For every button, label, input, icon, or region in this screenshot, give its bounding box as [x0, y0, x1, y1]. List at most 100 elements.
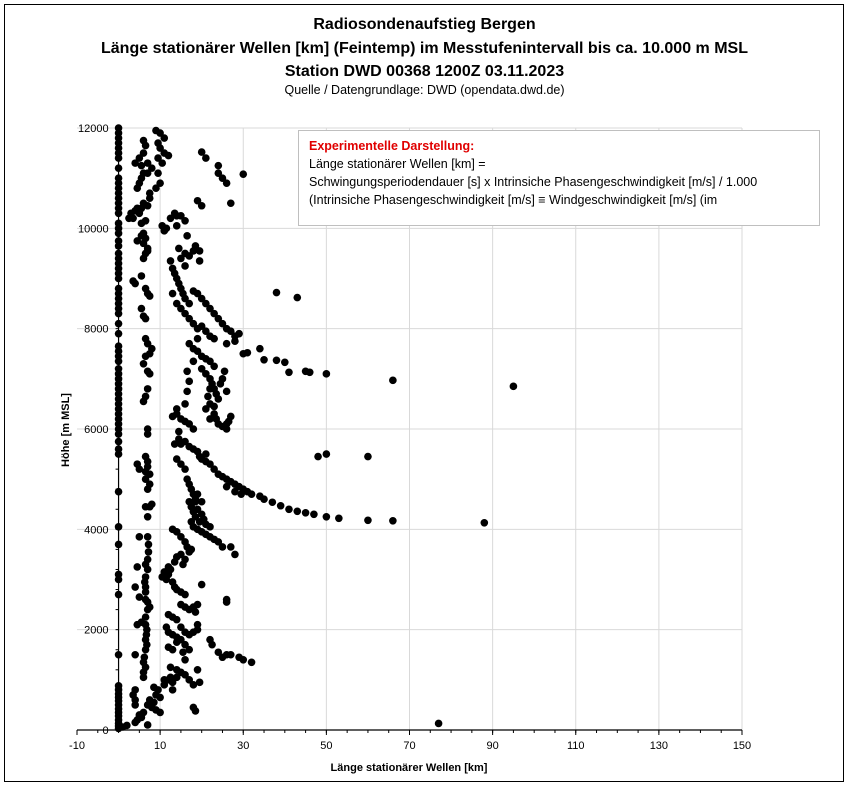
- data-point: [177, 211, 185, 220]
- data-point: [210, 334, 218, 343]
- data-point: [172, 405, 181, 413]
- data-point: [177, 533, 185, 541]
- data-point: [293, 293, 302, 302]
- data-point: [143, 169, 152, 177]
- data-point: [137, 304, 146, 313]
- data-point: [202, 299, 210, 308]
- data-point: [218, 543, 227, 551]
- data-point: [193, 490, 202, 499]
- data-point: [150, 698, 158, 707]
- data-point: [148, 164, 156, 172]
- data-point: [164, 151, 173, 160]
- data-point: [202, 154, 210, 162]
- data-point: [133, 460, 142, 468]
- data-point: [301, 367, 310, 376]
- data-point: [214, 169, 223, 177]
- chart-title-line-3: Station DWD 00368 1200Z 03.11.2023: [284, 63, 565, 80]
- data-point: [141, 452, 150, 461]
- y-tick-label: 4000: [84, 524, 108, 536]
- data-point: [172, 528, 181, 536]
- data-point: [168, 289, 177, 298]
- data-point: [181, 555, 189, 564]
- data-point: [181, 294, 189, 303]
- data-point: [256, 344, 264, 353]
- data-point: [239, 349, 248, 358]
- data-point: [145, 292, 154, 300]
- data-point: [247, 658, 256, 667]
- data-point: [222, 179, 231, 187]
- data-point: [114, 523, 123, 531]
- data-point: [135, 154, 144, 162]
- data-point: [214, 161, 223, 170]
- data-point: [141, 392, 150, 401]
- data-point: [231, 337, 239, 346]
- data-point: [206, 523, 214, 531]
- chart-subtitle: Quelle / Datengrundlage: DWD (opendata.d…: [284, 83, 565, 97]
- data-point: [260, 355, 268, 364]
- data-point: [322, 370, 331, 378]
- data-point: [281, 358, 289, 367]
- data-point: [189, 319, 198, 328]
- data-point: [195, 257, 204, 265]
- data-point: [152, 184, 160, 192]
- data-point: [166, 565, 175, 574]
- data-point: [195, 518, 204, 526]
- data-point: [114, 437, 123, 446]
- data-point: [226, 650, 235, 659]
- data-point: [168, 686, 177, 694]
- x-tick-label: -10: [69, 740, 85, 752]
- y-tick-label: 10000: [78, 223, 109, 235]
- data-point: [206, 415, 214, 423]
- data-point: [197, 148, 206, 156]
- data-point: [285, 505, 293, 514]
- annotation-heading: Experimentelle Darstellung:: [309, 139, 475, 153]
- data-point: [364, 516, 372, 525]
- data-point: [226, 199, 235, 208]
- x-axis-label: Länge stationärer Wellen [km]: [331, 762, 488, 774]
- data-point: [160, 676, 169, 684]
- data-point: [191, 497, 200, 506]
- data-point: [181, 262, 189, 270]
- x-tick-label: 30: [237, 740, 249, 752]
- data-point: [156, 693, 164, 702]
- data-point: [204, 392, 212, 401]
- x-tick-label: 130: [650, 740, 668, 752]
- data-point: [243, 487, 252, 496]
- data-point: [218, 375, 227, 383]
- data-point: [170, 440, 179, 448]
- data-point: [206, 357, 214, 366]
- data-point: [193, 334, 202, 343]
- data-point: [114, 445, 123, 453]
- data-point: [237, 490, 245, 499]
- y-tick-label: 2000: [84, 625, 108, 637]
- data-point: [193, 620, 202, 629]
- data-point: [172, 673, 181, 682]
- data-point: [154, 154, 162, 162]
- data-point: [177, 460, 185, 468]
- data-point: [139, 229, 148, 238]
- data-point: [177, 254, 185, 263]
- data-point: [139, 359, 148, 368]
- data-point: [197, 322, 206, 330]
- data-point: [193, 289, 202, 298]
- data-point: [189, 425, 198, 433]
- data-point: [166, 663, 175, 672]
- annotation-line: Länge stationärer Wellen [km] =: [309, 157, 486, 171]
- data-point: [195, 247, 204, 255]
- data-point: [129, 214, 137, 223]
- chart-frame: [4, 4, 844, 782]
- data-point: [434, 719, 443, 728]
- data-point: [214, 395, 223, 403]
- data-point: [185, 339, 194, 348]
- data-point: [191, 242, 200, 250]
- data-point: [206, 304, 214, 313]
- data-point: [193, 347, 202, 356]
- data-point: [156, 708, 164, 717]
- data-point: [285, 368, 293, 377]
- data-point: [172, 455, 181, 463]
- data-point: [206, 460, 214, 468]
- data-point: [480, 519, 489, 527]
- data-point: [193, 600, 202, 609]
